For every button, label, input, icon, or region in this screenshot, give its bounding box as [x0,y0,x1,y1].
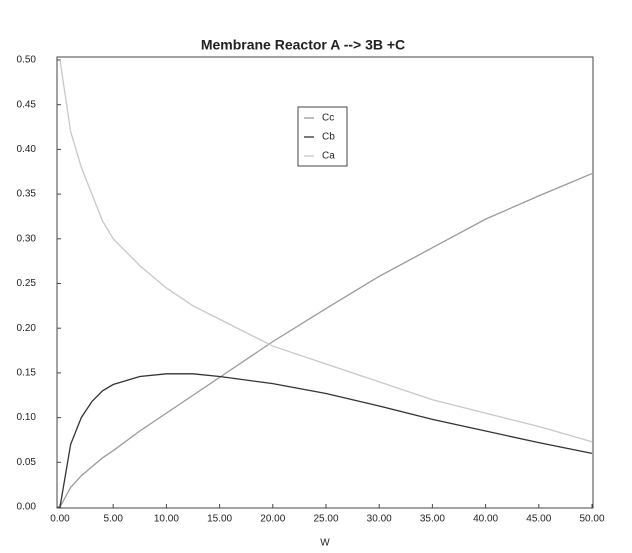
y-tick-label: 0.35 [17,189,37,200]
y-tick-label: 0.30 [17,233,37,244]
x-tick-label: 0.00 [50,514,70,525]
y-tick-label: 0.05 [17,457,37,468]
x-tick-label: 35.00 [420,514,445,525]
y-tick-label: 0.45 [17,99,37,110]
y-tick-label: 0.10 [17,412,37,423]
legend-label: Ca [322,151,335,162]
y-tick-label: 0.25 [17,278,37,289]
series-line [59,373,593,508]
legend-label: Cc [322,113,334,124]
x-tick-label: 45.00 [526,514,551,525]
x-tick-label: 40.00 [473,514,498,525]
plot-frame [56,56,594,509]
x-tick-label: 15.00 [207,514,232,525]
series-line [59,172,593,508]
y-tick-label: 0.50 [17,55,37,66]
x-tick-label: 10.00 [154,514,179,525]
x-tick-label: 5.00 [103,514,123,525]
chart-title: Membrane Reactor A --> 3B +C [201,37,405,53]
series-line [59,59,593,443]
x-tick-label: 20.00 [260,514,285,525]
x-tick-label: 25.00 [313,514,338,525]
y-tick-label: 0.20 [17,323,37,334]
x-tick-label: 30.00 [367,514,392,525]
y-tick-label: 0.00 [17,502,37,513]
y-tick-label: 0.40 [17,144,37,155]
x-axis-label: W [320,538,330,549]
x-tick-label: 50.00 [579,514,604,525]
legend-label: Cb [322,132,335,143]
y-tick-label: 0.15 [17,368,37,379]
